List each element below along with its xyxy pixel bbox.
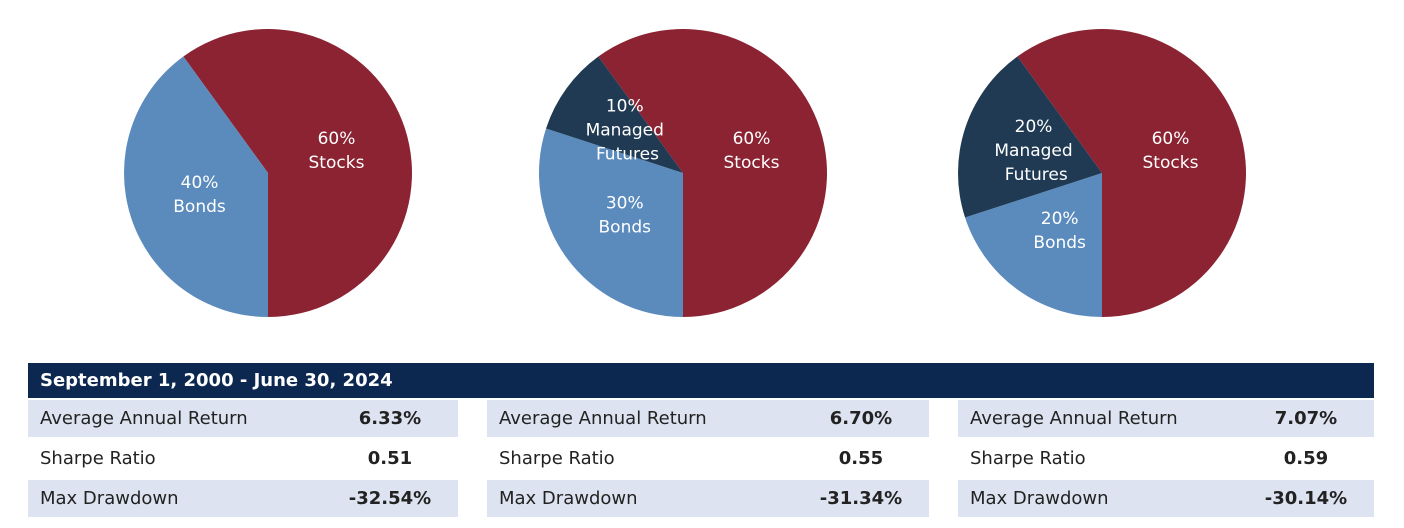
pie-slice [958,56,1102,218]
metric-label: Sharpe Ratio [970,448,1086,469]
metric-label: Sharpe Ratio [40,448,156,469]
slice-value-label: 30% [606,193,644,213]
slice-category-label: Managed Futures [994,141,1072,185]
slice-category-label: Stocks [724,153,780,173]
slice-category-label: Managed Futures [586,121,664,165]
pie-slice [598,28,828,318]
slice-value-label: 10% [606,97,644,117]
table-row-bg [958,480,1374,517]
metric-label: Max Drawdown [499,488,638,509]
metric-value: 7.07% [1275,408,1337,429]
pie-slice [1017,29,1247,318]
slice-value-label: 60% [318,129,356,149]
table-row-bg [487,480,929,517]
metric-value: -31.34% [820,488,902,509]
metric-value: -32.54% [349,488,431,509]
slice-value-label: 20% [1015,117,1053,137]
pie-slice [546,56,683,173]
slice-category-label: Bonds [1033,233,1086,253]
slice-category-label: Bonds [599,217,652,237]
metric-label: Max Drawdown [40,488,179,509]
pie-slice [539,128,683,317]
table-row-bg [958,400,1374,437]
metric-label: Average Annual Return [970,408,1178,429]
table-header-bar [28,363,1374,398]
metric-value: 0.51 [368,448,412,469]
pie-slice [124,56,268,317]
metric-label: Average Annual Return [499,408,707,429]
pie-slice [965,173,1102,317]
metric-value: 6.33% [359,408,421,429]
pie-slice [183,28,412,318]
metric-label: Sharpe Ratio [499,448,615,469]
slice-value-label: 40% [181,173,219,193]
slice-value-label: 60% [1152,129,1190,149]
metric-label: Average Annual Return [40,408,248,429]
metric-value: 0.55 [839,448,883,469]
metric-label: Max Drawdown [970,488,1109,509]
table-row-bg [28,480,458,517]
metric-value: -30.14% [1265,488,1347,509]
slice-value-label: 20% [1041,209,1079,229]
slice-category-label: Stocks [1143,153,1199,173]
metric-value: 0.59 [1284,448,1328,469]
table-header: September 1, 2000 - June 30, 2024 [40,370,393,391]
table-row-bg [487,400,929,437]
slice-value-label: 60% [733,129,771,149]
slice-category-label: Stocks [309,153,365,173]
table-row-bg [28,400,458,437]
metric-value: 6.70% [830,408,892,429]
slice-category-label: Bonds [173,197,226,217]
